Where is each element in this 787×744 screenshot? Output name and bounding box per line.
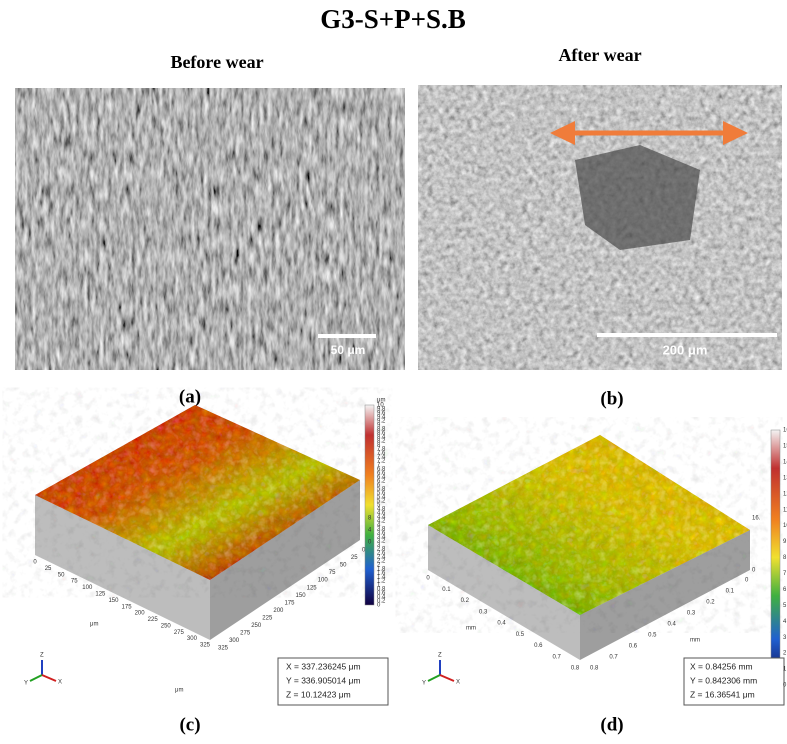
x-tick-label: 225: [148, 617, 159, 623]
axis-unit: mm: [466, 626, 476, 632]
y-tick-label: 50: [340, 563, 347, 569]
y-tick-label: 225: [262, 615, 273, 621]
x-tick-label: 0.5: [516, 632, 525, 638]
x-tick-label: 0.8: [571, 666, 580, 672]
figure: G3-S+P+S.B Before wear After wear 50 μm …: [0, 0, 787, 744]
axes-triad: [30, 660, 454, 681]
axis-letter: Y: [24, 681, 28, 687]
panel-label: (b): [600, 388, 623, 409]
x-tick-label: 150: [108, 598, 119, 604]
colorbar-label: 12: [783, 491, 787, 497]
colorbar-label: 3: [783, 635, 787, 641]
x-tick-label: 325: [200, 643, 211, 649]
y-tick-label: 150: [296, 593, 307, 599]
panel-label: (a): [179, 386, 201, 407]
colorbar: [771, 430, 780, 685]
x-tick-label: 0.1: [442, 587, 451, 593]
x-tick-label: 0.4: [497, 621, 506, 627]
info-line: X = 337.236245 μm: [286, 661, 361, 671]
panel-label: (d): [600, 714, 623, 735]
colorbar-label: 2: [783, 651, 787, 657]
colorbar-label: 10: [783, 523, 787, 529]
x-tick-label: 200: [135, 611, 146, 617]
scale-bar-label: 200 μm: [663, 342, 708, 357]
info-line: Y = 0.842306 mm: [690, 675, 757, 685]
colorbar: [365, 405, 374, 605]
scale-bar-label: 50 μm: [331, 343, 366, 357]
x-tick-label: 300: [187, 636, 198, 642]
y-tick-label: 200: [273, 608, 284, 614]
x-tick-label: 125: [95, 592, 106, 598]
heading: After wear: [558, 45, 641, 65]
colorbar-label: 16: [783, 428, 787, 434]
colorbar-label: 11: [783, 507, 787, 513]
colorbar-label: 8: [783, 555, 787, 561]
y-tick-label: 0.8: [590, 666, 599, 672]
y-tick-label: 75: [329, 570, 336, 576]
sem-image: 50 μm: [15, 88, 405, 370]
y-tick-label: 0.3: [687, 611, 696, 617]
colorbar-label: 0: [783, 683, 787, 689]
x-tick-label: 75: [71, 579, 78, 585]
y-tick-label: 125: [307, 585, 318, 591]
x-tick-label: 0: [426, 576, 430, 582]
surface-plot: [35, 405, 360, 640]
y-tick-label: 0.7: [609, 655, 618, 661]
y-tick-label: 0.6: [629, 644, 638, 650]
z-tick-label: 0: [752, 568, 756, 574]
colorbar-label: 7: [783, 571, 787, 577]
y-tick-label: 300: [229, 638, 240, 644]
info-line: Y = 336.905014 μm: [286, 675, 360, 685]
axis-letter: X: [456, 680, 460, 686]
x-tick-label: 0.6: [534, 643, 543, 649]
x-tick-label: 175: [122, 604, 133, 610]
colorbar-label: 5: [783, 603, 787, 609]
info-line: Z = 16.36541 μm: [690, 689, 755, 699]
axis-letter: Z: [40, 653, 44, 659]
colorbar-label: 13: [783, 475, 787, 481]
x-tick-label: 250: [161, 623, 172, 629]
x-tick-label: 0: [33, 560, 37, 566]
colorbar-label: 6: [783, 587, 787, 593]
axis-unit: μm: [175, 688, 183, 694]
x-tick-label: 0.3: [479, 609, 488, 615]
sem-image: 200 μm: [418, 85, 782, 370]
colorbar-label: 9: [783, 539, 787, 545]
y-tick-label: 0.4: [668, 622, 677, 628]
y-tick-label: 0: [745, 578, 749, 584]
axis-letter: Z: [438, 653, 442, 659]
colorbar-label: 1: [783, 667, 787, 673]
y-tick-label: 325: [218, 646, 229, 652]
y-tick-label: 0.5: [648, 633, 657, 639]
panel-label: (c): [179, 714, 200, 735]
surface-plot: [428, 435, 750, 660]
y-tick-label: 0.2: [706, 600, 715, 606]
axis-letter: Y: [422, 681, 426, 687]
x-tick-label: 50: [58, 572, 65, 578]
y-tick-label: 175: [284, 600, 295, 606]
x-tick-label: 275: [174, 630, 185, 636]
colorbar-label: 15: [783, 444, 787, 450]
axis-letter: X: [58, 680, 62, 686]
y-tick-label: 100: [318, 578, 329, 584]
colorbar-label: 4: [783, 619, 787, 625]
axis-unit: mm: [690, 638, 700, 644]
y-tick-label: 275: [240, 631, 251, 637]
x-tick-label: 0.7: [552, 654, 561, 660]
y-tick-label: 250: [251, 623, 262, 629]
axis-unit: μm: [90, 622, 98, 628]
y-tick-label: 25: [351, 555, 358, 561]
x-tick-label: 100: [82, 585, 93, 591]
colorbar-label: 14: [783, 459, 787, 465]
title: G3-S+P+S.B: [320, 4, 466, 34]
x-tick-label: 25: [45, 566, 52, 572]
y-tick-label: 0.1: [726, 589, 735, 595]
z-tick-label: 16.: [752, 516, 761, 522]
info-line: Z = 10.12423 μm: [286, 689, 351, 699]
info-line: X = 0.84256 mm: [690, 661, 753, 671]
heading: Before wear: [170, 52, 263, 72]
x-tick-label: 0.2: [461, 598, 470, 604]
